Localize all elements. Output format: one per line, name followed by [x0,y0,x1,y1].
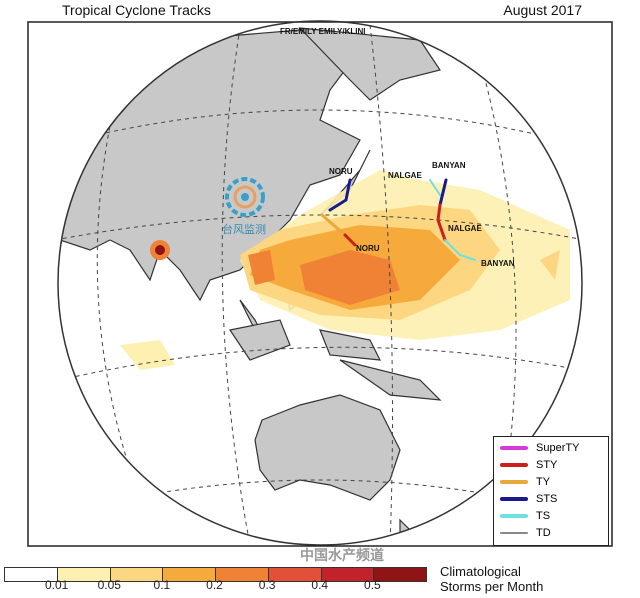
colorbar-title-line1: Climatological [440,564,521,579]
graticule [58,24,582,545]
label-noru-top: NORU [329,167,353,176]
globe-outline [57,20,583,546]
map-date: August 2017 [503,2,582,18]
legend-item-td: TD [500,525,551,541]
legend-item-sts: STS [500,491,557,507]
sty-swatch [500,463,528,467]
ty-swatch [500,480,528,484]
legend-item-superty: SuperTY [500,440,579,456]
colorbar-tick: 0.01 [44,578,69,592]
legend-label: TY [536,476,551,488]
label-north-storms: FR/EMILY EMILY/KLINI [280,27,366,36]
legend-label: TS [536,510,551,522]
legend-item-sty: STY [500,457,557,473]
legend-item-ty: TY [500,474,550,490]
logo-text: 台风监测 [222,222,266,236]
label-nalgae: NALGAE [448,224,482,233]
ts-swatch [500,514,528,518]
colorbar-bin [57,568,111,581]
colorbar-bin [374,568,426,581]
colorbar-tick: 0.5 [364,578,381,592]
track-legend: SuperTY STY TY STS TS TD [493,436,609,546]
typhoon-monitor-logo: 台风监测 [222,177,266,236]
label-noru: NORU [356,244,380,253]
colorbar-tick: 0.05 [97,578,121,592]
legend-label: SuperTY [536,442,580,454]
colorbar-title-line2: Storms per Month [440,579,544,594]
label-banyan-top: BANYAN [432,161,466,170]
storm-tracks [320,178,476,261]
legend-item-ts: TS [500,508,550,524]
climatology-shading [120,170,570,370]
label-nalgae-top: NALGAE [388,171,422,180]
superty-swatch [500,446,528,450]
colorbar-bin [110,568,164,581]
map-title: Tropical Cyclone Tracks [62,2,211,18]
colorbar [4,567,427,582]
colorbar-bin [321,568,375,581]
colorbar-bin [268,568,322,581]
watermark: 中国水产频道 [300,547,384,563]
label-banyan: BANYAN [481,259,515,268]
legend-label: TD [536,527,551,539]
colorbar-tick: 0.1 [153,578,171,592]
colorbar-bin [5,568,58,581]
td-swatch [500,532,528,534]
colorbar-tick: 0.4 [311,578,329,592]
colorbar-bin [216,568,269,581]
colorbar-tick: 0.2 [206,578,223,592]
sts-swatch [500,497,528,501]
colorbar-title: Climatological Storms per Month [440,564,543,594]
colorbar-bin [163,568,216,581]
legend-label: STY [536,459,558,471]
colorbar-tick: 0.3 [258,578,276,592]
legend-label: STS [536,493,558,505]
